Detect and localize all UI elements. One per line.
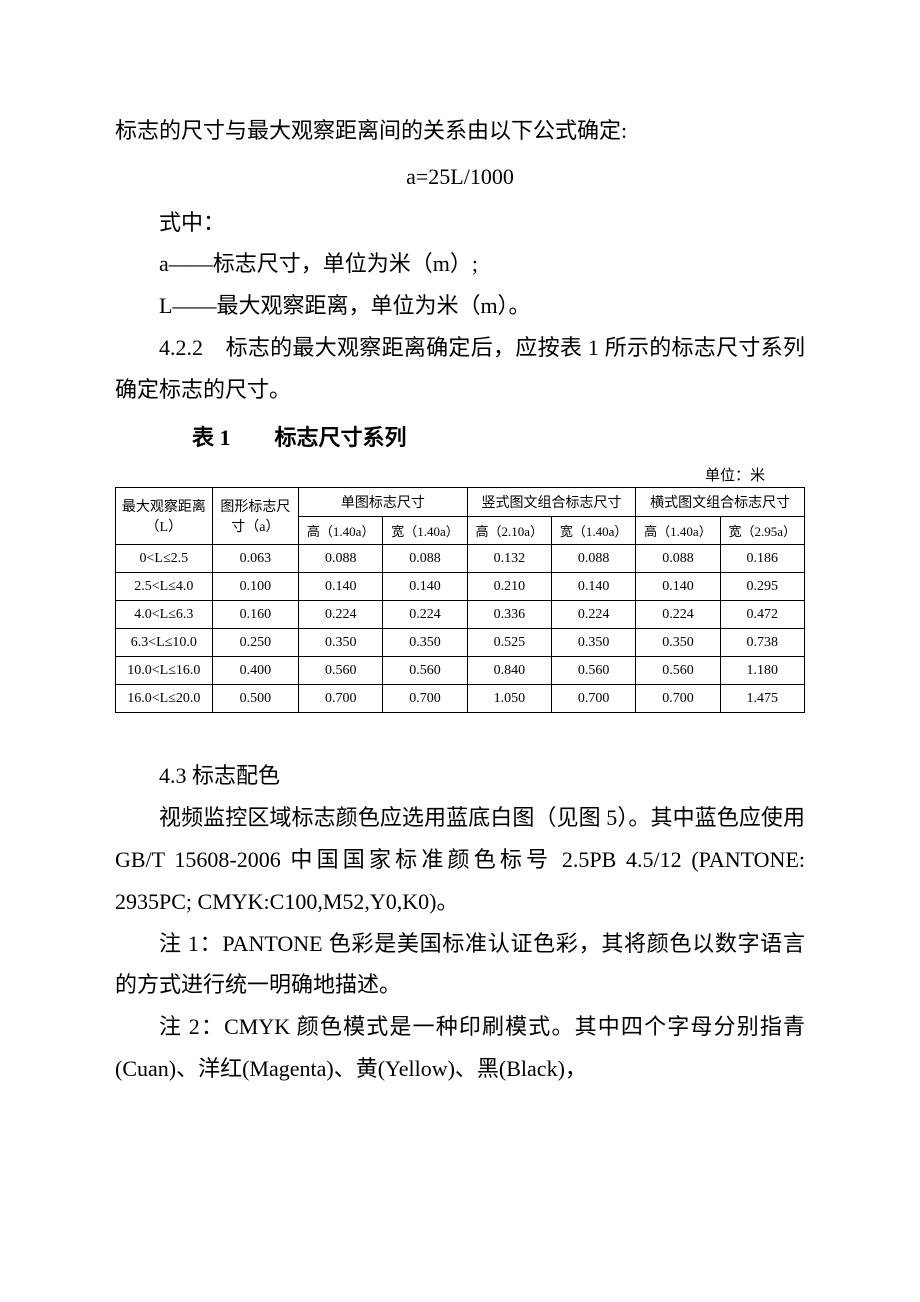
note-2: 注 2：CMYK 颜色模式是一种印刷模式。其中四个字母分别指青(Cuan)、洋红… xyxy=(115,1006,805,1090)
cell-hw: 0.738 xyxy=(720,629,804,657)
th-vertical: 竖式图文组合标志尺寸 xyxy=(467,488,636,517)
unit-label: 单位：米 xyxy=(115,464,805,485)
cell-sw: 0.350 xyxy=(383,629,467,657)
definition-a: a——标志尺寸，单位为米（m）; xyxy=(115,243,805,285)
cell-vh: 0.132 xyxy=(467,545,551,573)
cell-sw: 0.140 xyxy=(383,573,467,601)
table-row: 16.0<L≤20.0 0.500 0.700 0.700 1.050 0.70… xyxy=(116,685,805,713)
cell-hh: 0.140 xyxy=(636,573,720,601)
cell-dist: 4.0<L≤6.3 xyxy=(116,601,213,629)
cell-sw: 0.700 xyxy=(383,685,467,713)
cell-a: 0.500 xyxy=(212,685,298,713)
th-vertical-w: 宽（1.40a） xyxy=(551,517,635,545)
spacer xyxy=(115,735,805,755)
cell-vw: 0.140 xyxy=(551,573,635,601)
cell-vw: 0.560 xyxy=(551,657,635,685)
cell-sh: 0.140 xyxy=(299,573,383,601)
th-horizontal: 横式图文组合标志尺寸 xyxy=(636,488,805,517)
cell-vh: 1.050 xyxy=(467,685,551,713)
formula-label: 式中： xyxy=(115,202,805,244)
th-single: 单图标志尺寸 xyxy=(299,488,468,517)
th-single-h: 高（1.40a） xyxy=(299,517,383,545)
cell-hh: 0.224 xyxy=(636,601,720,629)
cell-hh: 0.350 xyxy=(636,629,720,657)
cell-dist: 0<L≤2.5 xyxy=(116,545,213,573)
cell-dist: 10.0<L≤16.0 xyxy=(116,657,213,685)
cell-hw: 0.472 xyxy=(720,601,804,629)
cell-a: 0.160 xyxy=(212,601,298,629)
cell-sh: 0.088 xyxy=(299,545,383,573)
cell-hh: 0.700 xyxy=(636,685,720,713)
document-page: 标志的尺寸与最大观察距离间的关系由以下公式确定: a=25L/1000 式中： … xyxy=(115,110,805,1090)
cell-vh: 0.210 xyxy=(467,573,551,601)
formula-text: a=25L/1000 xyxy=(115,156,805,198)
cell-dist: 6.3<L≤10.0 xyxy=(116,629,213,657)
cell-hw: 1.180 xyxy=(720,657,804,685)
cell-vw: 0.350 xyxy=(551,629,635,657)
section-4-2-2: 4.2.2 标志的最大观察距离确定后，应按表 1 所示的标志尺寸系列确定标志的尺… xyxy=(115,327,805,411)
table-row: 0<L≤2.5 0.063 0.088 0.088 0.132 0.088 0.… xyxy=(116,545,805,573)
cell-sh: 0.700 xyxy=(299,685,383,713)
cell-sh: 0.560 xyxy=(299,657,383,685)
cell-hw: 0.186 xyxy=(720,545,804,573)
table-header-row-1: 最大观察距离（L） 图形标志尺寸（a） 单图标志尺寸 竖式图文组合标志尺寸 横式… xyxy=(116,488,805,517)
definition-l: L——最大观察距离，单位为米（m）。 xyxy=(115,285,805,327)
cell-a: 0.400 xyxy=(212,657,298,685)
cell-sw: 0.224 xyxy=(383,601,467,629)
cell-sw: 0.088 xyxy=(383,545,467,573)
cell-vw: 0.088 xyxy=(551,545,635,573)
table-row: 4.0<L≤6.3 0.160 0.224 0.224 0.336 0.224 … xyxy=(116,601,805,629)
cell-a: 0.100 xyxy=(212,573,298,601)
cell-a: 0.250 xyxy=(212,629,298,657)
cell-vh: 0.336 xyxy=(467,601,551,629)
th-graphic: 图形标志尺寸（a） xyxy=(212,488,298,545)
note-1: 注 1：PANTONE 色彩是美国标准认证色彩，其将颜色以数字语言的方式进行统一… xyxy=(115,923,805,1007)
table-body: 0<L≤2.5 0.063 0.088 0.088 0.132 0.088 0.… xyxy=(116,545,805,713)
cell-hh: 0.560 xyxy=(636,657,720,685)
th-single-w: 宽（1.40a） xyxy=(383,517,467,545)
table-row: 6.3<L≤10.0 0.250 0.350 0.350 0.525 0.350… xyxy=(116,629,805,657)
cell-hw: 1.475 xyxy=(720,685,804,713)
cell-dist: 2.5<L≤4.0 xyxy=(116,573,213,601)
section-4-3-paragraph: 视频监控区域标志颜色应选用蓝底白图（见图 5）。其中蓝色应使用 GB/T 156… xyxy=(115,797,805,922)
cell-dist: 16.0<L≤20.0 xyxy=(116,685,213,713)
dimension-table: 最大观察距离（L） 图形标志尺寸（a） 单图标志尺寸 竖式图文组合标志尺寸 横式… xyxy=(115,487,805,713)
table-row: 2.5<L≤4.0 0.100 0.140 0.140 0.210 0.140 … xyxy=(116,573,805,601)
table-caption: 表 1 标志尺寸系列 xyxy=(115,417,805,459)
cell-sw: 0.560 xyxy=(383,657,467,685)
cell-vh: 0.525 xyxy=(467,629,551,657)
cell-a: 0.063 xyxy=(212,545,298,573)
th-horizontal-h: 高（1.40a） xyxy=(636,517,720,545)
intro-paragraph: 标志的尺寸与最大观察距离间的关系由以下公式确定: xyxy=(115,110,805,152)
cell-vh: 0.840 xyxy=(467,657,551,685)
cell-hw: 0.295 xyxy=(720,573,804,601)
cell-sh: 0.350 xyxy=(299,629,383,657)
cell-vw: 0.224 xyxy=(551,601,635,629)
table-row: 10.0<L≤16.0 0.400 0.560 0.560 0.840 0.56… xyxy=(116,657,805,685)
section-4-3-title: 4.3 标志配色 xyxy=(115,755,805,797)
th-horizontal-w: 宽（2.95a） xyxy=(720,517,804,545)
cell-vw: 0.700 xyxy=(551,685,635,713)
th-distance: 最大观察距离（L） xyxy=(116,488,213,545)
th-vertical-h: 高（2.10a） xyxy=(467,517,551,545)
cell-sh: 0.224 xyxy=(299,601,383,629)
cell-hh: 0.088 xyxy=(636,545,720,573)
